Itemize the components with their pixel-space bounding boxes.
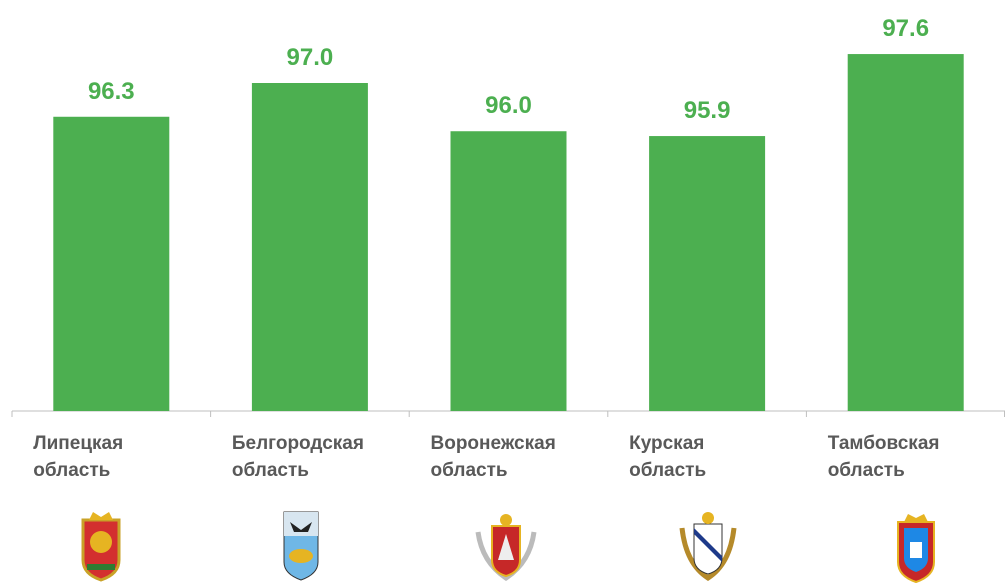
value-label: 95.9 [684,97,731,124]
value-label: 97.6 [882,15,929,42]
x-tick-label: Липецкая область [33,433,124,481]
coat-of-arms [897,514,935,584]
bar [649,136,766,411]
bar [53,116,170,411]
coat-of-arms [283,511,319,581]
coat-of-arms [679,512,737,581]
bar [847,54,964,411]
coat-of-arms [475,514,537,582]
value-label: 96.0 [485,92,532,119]
x-tick-label: Курская область [629,433,707,481]
x-tick-label: Воронежская область [430,433,556,481]
bar [450,131,567,411]
bar [251,83,368,411]
x-tick-label: Белгородская область [231,433,364,481]
value-label: 96.3 [88,78,135,105]
value-label: 97.0 [287,44,334,71]
x-tick-label: Тамбовская область [827,433,940,481]
coats-of-arms [81,511,935,584]
coat-of-arms [81,512,121,582]
